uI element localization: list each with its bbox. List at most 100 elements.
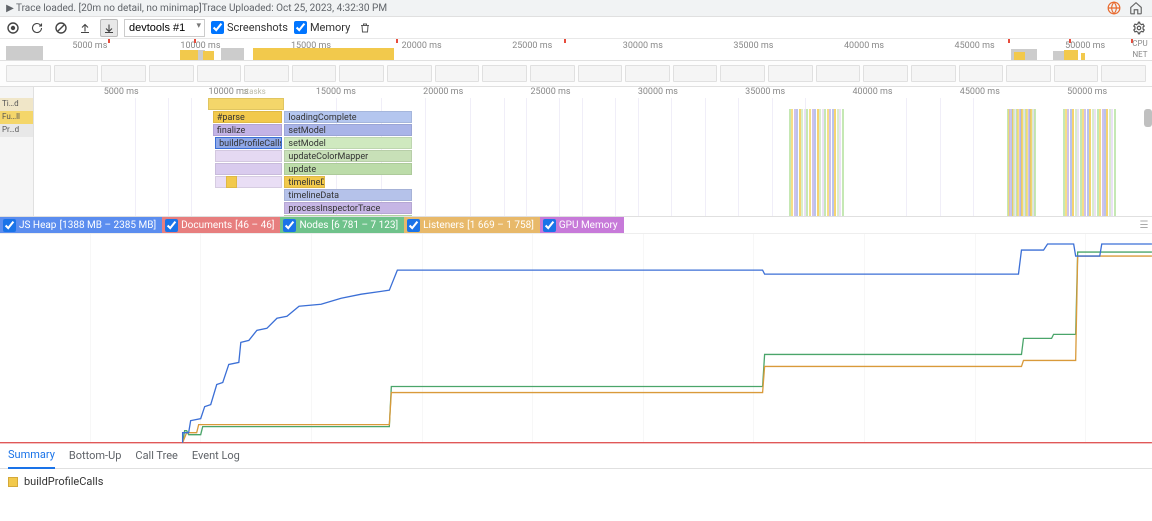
flame-gridline (135, 98, 136, 216)
screenshot-thumb[interactable] (578, 65, 623, 82)
flame-block[interactable]: timelineData (284, 189, 411, 201)
flame-block[interactable]: appendTrackAtLevel (284, 215, 411, 216)
memory-toggle[interactable]: Memory (294, 21, 350, 34)
flame-chart[interactable]: Ti…dFu…llPr…d 5000 ms10000 ms15000 ms200… (0, 87, 1152, 217)
memory-checkbox[interactable] (294, 21, 307, 34)
track-label[interactable]: Pr…d (0, 124, 33, 137)
flame-block[interactable]: update (284, 163, 411, 175)
counter-checkbox[interactable] (3, 219, 16, 232)
flame-block[interactable] (226, 176, 237, 188)
counter-chip[interactable]: Documents[46 – 46] (162, 217, 280, 233)
screenshots-toggle[interactable]: Screenshots (211, 21, 288, 34)
screenshot-thumb[interactable] (959, 65, 1004, 82)
flame-block[interactable]: finalize (213, 124, 282, 136)
screenshot-thumb[interactable] (625, 65, 670, 82)
home-icon[interactable] (1128, 0, 1144, 16)
screenshot-thumb[interactable] (482, 65, 527, 82)
flame-main[interactable]: 5000 ms10000 ms15000 ms20000 ms25000 ms3… (34, 87, 1152, 216)
upload-button[interactable] (76, 19, 94, 37)
overview-scripting (1081, 53, 1086, 60)
tab-event-log[interactable]: Event Log (192, 443, 240, 468)
download-button[interactable] (100, 19, 118, 37)
time-tick: 30000 ms (638, 87, 678, 97)
counter-chip[interactable]: Listeners[1 669 – 1 758] (404, 217, 540, 233)
screenshot-thumb[interactable] (911, 65, 956, 82)
overview-long-task-marker (564, 39, 566, 43)
screenshot-thumb[interactable] (435, 65, 480, 82)
screenshot-thumb[interactable] (387, 65, 432, 82)
flame-block[interactable] (215, 150, 282, 162)
flame-gridline (470, 98, 471, 216)
flame-gutter: Ti…dFu…llPr…d (0, 87, 34, 216)
screenshot-thumb[interactable] (292, 65, 337, 82)
screenshot-thumb[interactable] (530, 65, 575, 82)
globe-icon[interactable] (1106, 0, 1122, 16)
series-nodes (183, 252, 1152, 443)
flame-block[interactable]: processInspectorTrace (284, 202, 411, 214)
flame-scroll-handle[interactable] (1144, 109, 1152, 127)
cpu-net-labels: CPU NET (1128, 39, 1152, 61)
track-label[interactable]: Fu…ll (0, 111, 33, 124)
counter-chip[interactable]: GPU Memory (540, 217, 624, 233)
screenshot-thumb[interactable] (673, 65, 718, 82)
time-tick: 35000 ms (733, 41, 773, 51)
screenshot-thumb[interactable] (149, 65, 194, 82)
settings-button[interactable] (1130, 19, 1148, 37)
summary-name: buildProfileCalls (24, 475, 103, 488)
counter-checkbox[interactable] (543, 219, 556, 232)
flame-block[interactable]: updateColorMapper (284, 150, 411, 162)
status-bar: ▶ Trace loaded. [20m no detail, no minim… (0, 0, 1152, 17)
flame-block[interactable]: #parse (213, 111, 282, 123)
flame-activity-cluster (1007, 109, 1036, 216)
play-icon[interactable]: ▶ (4, 3, 16, 14)
screenshot-thumb[interactable] (768, 65, 813, 82)
session-select[interactable]: devtools #1 (124, 19, 205, 37)
tab-call-tree[interactable]: Call Tree (135, 443, 177, 468)
overview-strip[interactable]: 5000 ms10000 ms15000 ms20000 ms25000 ms3… (0, 39, 1152, 61)
screenshot-thumb[interactable] (1054, 65, 1099, 82)
screenshot-thumb[interactable] (339, 65, 384, 82)
flame-block[interactable]: buildProfileCalls (215, 137, 282, 149)
screenshot-thumb[interactable] (1006, 65, 1051, 82)
flame-block[interactable] (215, 176, 282, 188)
flame-block[interactable] (215, 163, 282, 175)
flame-gridline (973, 98, 974, 216)
counter-checkbox[interactable] (165, 219, 178, 232)
record-button[interactable] (4, 19, 22, 37)
flame-block[interactable]: setModel (284, 124, 411, 136)
status-text-left: Trace loaded. [20m no detail, no minimap… (16, 3, 202, 14)
clear-button[interactable] (52, 19, 70, 37)
screenshot-thumb[interactable] (197, 65, 242, 82)
flame-block[interactable]: setModel (284, 137, 411, 149)
screenshot-strip[interactable] (0, 61, 1152, 87)
time-tick: 50000 ms (1067, 87, 1107, 97)
screenshots-checkbox[interactable] (211, 21, 224, 34)
overview-ruler: 5000 ms10000 ms15000 ms20000 ms25000 ms3… (0, 39, 1152, 60)
counter-chip[interactable]: Nodes[6 781 – 7 123] (280, 217, 404, 233)
flame-gridline (638, 98, 639, 216)
screenshot-thumb[interactable] (863, 65, 908, 82)
series-jsheap (183, 244, 1152, 443)
tab-bottom-up[interactable]: Bottom-Up (69, 443, 122, 468)
screenshot-thumb[interactable] (54, 65, 99, 82)
screenshot-thumb[interactable] (816, 65, 861, 82)
counter-checkbox[interactable] (283, 219, 296, 232)
screenshot-thumb[interactable] (1101, 65, 1146, 82)
counter-menu-icon[interactable]: ☰ (1136, 220, 1152, 231)
screenshot-thumb[interactable] (244, 65, 289, 82)
counter-label: Nodes (299, 220, 328, 231)
tab-summary[interactable]: Summary (8, 442, 55, 469)
flame-block[interactable] (208, 98, 284, 110)
track-label[interactable]: Ti…d (0, 98, 33, 111)
screenshot-thumb[interactable] (6, 65, 51, 82)
garbage-collect-button[interactable] (356, 19, 374, 37)
memory-chart[interactable] (0, 233, 1152, 443)
reload-button[interactable] (28, 19, 46, 37)
flame-block[interactable]: timelineData (284, 176, 324, 188)
counter-checkbox[interactable] (407, 219, 420, 232)
counter-range: [6 781 – 7 123] (331, 220, 398, 231)
counter-chip[interactable]: JS Heap[1388 MB – 2385 MB] (0, 217, 162, 233)
flame-block[interactable]: loadingComplete (284, 111, 411, 123)
screenshot-thumb[interactable] (720, 65, 765, 82)
screenshot-thumb[interactable] (101, 65, 146, 82)
